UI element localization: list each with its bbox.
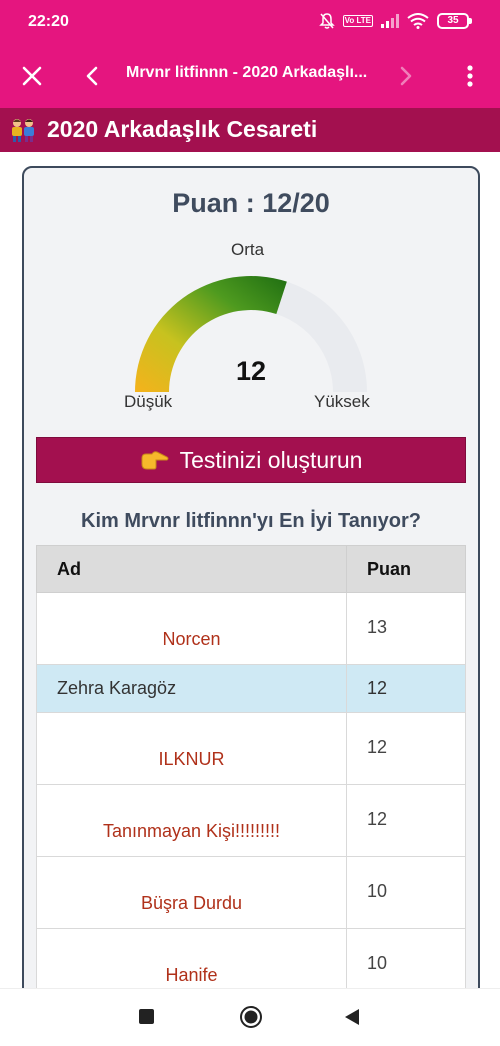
- column-header-score: Puan: [346, 545, 466, 593]
- row-name: ILKNUR: [36, 712, 347, 785]
- row-score: 13: [346, 592, 466, 665]
- back-triangle-icon[interactable]: [344, 1008, 360, 1026]
- volte-icon: Vo LTE: [342, 15, 373, 27]
- row-name: Tanınmayan Kişi!!!!!!!!!: [36, 784, 347, 857]
- row-score: 12: [346, 784, 466, 857]
- score-title: Puan : 12/20: [172, 188, 330, 218]
- gauge-label-low: Düşük: [124, 392, 173, 411]
- column-header-name: Ad: [36, 545, 347, 593]
- row-name: Norcen: [36, 592, 347, 665]
- close-icon[interactable]: [18, 62, 46, 90]
- leaderboard-title: Kim Mrvnr litfinnn'yı En İyi Tanıyor?: [81, 510, 421, 532]
- row-name: Büşra Durdu: [36, 856, 347, 929]
- app-bar: Mrvnr litfinnn - 2020 Arkadaşlı...: [0, 44, 500, 108]
- table-row[interactable]: Büşra Durdu 10: [36, 856, 466, 929]
- score-gauge: Orta Düşük Yüksek 12: [24, 238, 478, 428]
- row-name: Zehra Karagöz: [36, 664, 347, 713]
- battery-tip: [469, 18, 472, 24]
- status-bar: 22:20 Vo LTE 35: [0, 0, 500, 44]
- row-score: 12: [346, 664, 466, 713]
- table-row[interactable]: Norcen 13: [36, 592, 466, 665]
- bell-off-icon: [318, 13, 335, 29]
- leaderboard-table: Ad Puan Norcen 13 Zehra Karagöz 12 ILKNU…: [36, 545, 466, 1001]
- table-header-row: Ad Puan: [36, 545, 466, 593]
- forward-icon[interactable]: [394, 62, 418, 90]
- create-test-label: Testinizi oluşturun: [179, 446, 363, 473]
- row-score: 10: [346, 856, 466, 929]
- status-icons: Vo LTE 35: [318, 12, 472, 30]
- gauge-fill: [135, 276, 287, 392]
- signal-icon: [381, 14, 399, 28]
- gauge-label-mid: Orta: [231, 240, 265, 259]
- page-header: 2020 Arkadaşlık Cesareti: [0, 108, 500, 152]
- home-circle-icon[interactable]: [239, 1005, 263, 1029]
- page-title: 2020 Arkadaşlık Cesareti: [47, 116, 318, 142]
- battery-level: 35: [437, 13, 469, 29]
- battery-icon: 35: [437, 13, 472, 29]
- status-time: 22:20: [28, 13, 69, 30]
- app-title: Mrvnr litfinnn - 2020 Arkadaşlı...: [126, 64, 368, 81]
- row-score: 12: [346, 712, 466, 785]
- system-nav-bar: [0, 988, 500, 1046]
- table-row-highlighted[interactable]: Zehra Karagöz 12: [36, 664, 466, 713]
- table-row[interactable]: Tanınmayan Kişi!!!!!!!!! 12: [36, 784, 466, 857]
- gauge-graphic: [135, 276, 367, 392]
- pointing-hand-icon: [141, 451, 169, 470]
- gauge-value: 12: [235, 356, 267, 386]
- gauge-label-high: Yüksek: [314, 392, 370, 411]
- wifi-icon: [407, 13, 429, 29]
- back-icon[interactable]: [80, 62, 104, 90]
- table-row[interactable]: ILKNUR 12: [36, 712, 466, 785]
- recents-square-icon[interactable]: [139, 1009, 154, 1024]
- create-test-button[interactable]: Testinizi oluşturun: [36, 437, 466, 483]
- more-icon[interactable]: [460, 62, 480, 90]
- result-card: Puan : 12/20 Orta Düşük Yüksek 12 Testin…: [22, 166, 480, 1046]
- friends-icon: [12, 119, 34, 142]
